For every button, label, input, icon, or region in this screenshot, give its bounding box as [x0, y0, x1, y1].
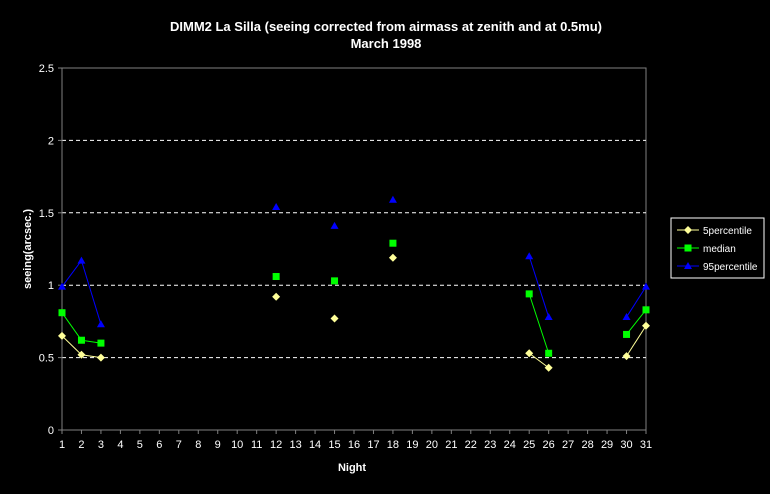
- x-tick-label: 25: [523, 439, 535, 451]
- 5percentile-point: [642, 321, 650, 330]
- 5percentile-point: [58, 331, 66, 340]
- x-tick-label: 1: [59, 439, 65, 451]
- x-tick-label: 20: [426, 439, 438, 451]
- x-tick-label: 19: [406, 439, 418, 451]
- median-point: [623, 330, 631, 338]
- x-tick-label: 24: [504, 439, 516, 451]
- x-axis-label: Night: [338, 462, 366, 474]
- x-tick-label: 8: [195, 439, 201, 451]
- 5percentile-point: [77, 350, 86, 359]
- 95percentile-point: [642, 282, 650, 290]
- y-tick-labels: 0 0.5 1 1.5 2 2.5: [39, 63, 54, 437]
- x-tick-label: 2: [78, 439, 84, 451]
- x-tick-label: 17: [367, 439, 379, 451]
- x-tick-label: 13: [289, 439, 301, 451]
- chart-subtitle: March 1998: [351, 36, 422, 51]
- legend-label: 5percentile: [703, 226, 752, 237]
- x-tick-label: 6: [156, 439, 162, 451]
- x-tick-label: 15: [328, 439, 340, 451]
- y-tick-label: 2.5: [39, 63, 54, 75]
- 95percentile-point: [525, 252, 534, 260]
- x-tick-label: 16: [348, 439, 360, 451]
- x-tick-labels: 1 2 3 4 5 6 7 8 9 10 11 12 13 14 15 16 17 18 19 20 21 22 23 24 2…: [59, 439, 652, 451]
- x-tick-label: 29: [601, 439, 613, 451]
- x-tick-label: 18: [387, 439, 399, 451]
- 95percentile-point: [330, 221, 339, 229]
- y-tick-label: 0: [48, 425, 54, 437]
- 95percentile-point: [58, 282, 66, 290]
- 95percentile-point: [388, 195, 397, 203]
- median-point: [77, 336, 85, 344]
- 95percentile-segment: [61, 260, 82, 287]
- legend-marker-median: [684, 244, 692, 252]
- 95percentile-segment: [80, 260, 102, 325]
- grid-lines: [58, 67, 646, 431]
- median-point: [525, 290, 533, 298]
- x-tick-label: 12: [270, 439, 282, 451]
- 5percentile-point: [544, 363, 553, 372]
- 95percentile-point: [96, 320, 105, 328]
- 5percentile-point: [525, 349, 534, 358]
- x-tick-label: 5: [137, 439, 143, 451]
- x-tick-label: 3: [98, 439, 104, 451]
- 5percentile-point: [96, 353, 105, 362]
- 5percentile-point: [330, 314, 339, 323]
- legend-label: median: [703, 244, 736, 255]
- x-tick-label: 28: [581, 439, 593, 451]
- y-axis-label: seeing(arcsec.): [22, 209, 34, 289]
- data-series: [58, 195, 650, 372]
- y-tick-label: 2: [48, 135, 54, 147]
- median-point: [58, 309, 66, 317]
- median-point: [389, 239, 397, 247]
- 95percentile-segment: [626, 286, 647, 318]
- y-tick-label: 1: [48, 280, 54, 292]
- 5percentile-segment: [528, 352, 549, 369]
- 95percentile-point: [272, 203, 281, 211]
- x-tick-label: 11: [251, 439, 262, 451]
- median-point: [545, 349, 553, 357]
- median-segment: [528, 293, 550, 354]
- x-tick-label: 9: [215, 439, 221, 451]
- legend: 5percentile median 95percentile: [670, 217, 765, 279]
- x-tick-label: 22: [465, 439, 477, 451]
- legend-marker-95percentile: [684, 262, 692, 269]
- 95percentile-point: [622, 313, 631, 321]
- x-tick-label: 26: [543, 439, 555, 451]
- x-tick-label: 14: [309, 439, 321, 451]
- median-segment: [626, 309, 647, 335]
- median-point: [642, 306, 650, 314]
- y-tick-label: 1.5: [39, 208, 54, 220]
- series-95percentile: [58, 195, 650, 328]
- legend-label: 95percentile: [703, 262, 758, 273]
- x-tick-label: 27: [562, 439, 574, 451]
- x-tick-label: 7: [176, 439, 182, 451]
- x-tick-label: 31: [640, 439, 652, 451]
- 95percentile-point: [544, 313, 553, 321]
- y-tick-label: 0.5: [39, 353, 54, 365]
- chart-title: DIMM2 La Silla (seeing corrected from ai…: [170, 19, 602, 34]
- 5percentile-point: [622, 352, 631, 361]
- x-tick-label: 10: [231, 439, 243, 451]
- median-segment: [61, 312, 82, 341]
- x-tick-label: 21: [445, 439, 457, 451]
- axes: [61, 68, 647, 434]
- 5percentile-point: [272, 292, 281, 301]
- series-5percentile: [58, 253, 650, 372]
- 95percentile-segment: [528, 256, 550, 318]
- 95percentile-point: [77, 256, 86, 264]
- 5percentile-segment: [626, 325, 647, 357]
- median-point: [272, 273, 280, 281]
- 5percentile-segment: [61, 335, 82, 356]
- median-point: [331, 277, 339, 285]
- x-tick-label: 4: [117, 439, 123, 451]
- legend-marker-5percentile: [684, 226, 692, 234]
- series-median: [58, 239, 650, 357]
- x-tick-label: 23: [484, 439, 496, 451]
- median-point: [97, 339, 105, 347]
- x-tick-label: 30: [620, 439, 632, 451]
- 5percentile-point: [388, 253, 397, 262]
